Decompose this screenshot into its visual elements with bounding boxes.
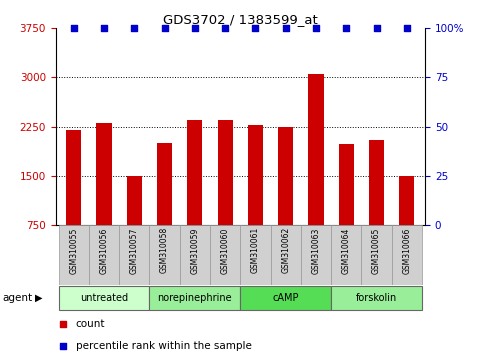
Bar: [180, 225, 210, 285]
Bar: [58, 225, 89, 285]
Point: [282, 25, 290, 31]
Point: [342, 25, 350, 31]
Bar: [392, 225, 422, 285]
Text: GSM310065: GSM310065: [372, 227, 381, 274]
Text: cAMP: cAMP: [272, 293, 299, 303]
Point: [130, 25, 138, 31]
Bar: [149, 286, 241, 310]
Bar: [241, 286, 331, 310]
Point: [191, 25, 199, 31]
Text: GSM310064: GSM310064: [342, 227, 351, 274]
Text: GSM310066: GSM310066: [402, 227, 412, 274]
Text: agent: agent: [2, 293, 32, 303]
Bar: [369, 139, 384, 225]
Bar: [89, 225, 119, 285]
Text: GSM310059: GSM310059: [190, 227, 199, 274]
Point: [221, 25, 229, 31]
Bar: [339, 144, 354, 225]
Bar: [127, 176, 142, 225]
Bar: [210, 225, 241, 285]
Text: GSM310063: GSM310063: [312, 227, 321, 274]
Text: untreated: untreated: [80, 293, 128, 303]
Bar: [58, 286, 149, 310]
Point: [312, 25, 320, 31]
Bar: [248, 125, 263, 225]
Text: GSM310060: GSM310060: [221, 227, 229, 274]
Text: norepinephrine: norepinephrine: [157, 293, 232, 303]
Bar: [119, 225, 149, 285]
Bar: [217, 120, 233, 225]
Bar: [331, 286, 422, 310]
Bar: [399, 176, 414, 225]
Bar: [187, 120, 202, 225]
Point: [70, 25, 78, 31]
Bar: [66, 130, 81, 225]
Point: [59, 343, 67, 348]
Bar: [301, 225, 331, 285]
Text: forskolin: forskolin: [356, 293, 397, 303]
Point: [161, 25, 169, 31]
Text: GSM310061: GSM310061: [251, 227, 260, 273]
Bar: [361, 225, 392, 285]
Bar: [270, 225, 301, 285]
Bar: [97, 123, 112, 225]
Bar: [157, 143, 172, 225]
Text: GSM310062: GSM310062: [281, 227, 290, 273]
Text: GSM310057: GSM310057: [130, 227, 139, 274]
Point: [373, 25, 381, 31]
Bar: [309, 74, 324, 225]
Text: percentile rank within the sample: percentile rank within the sample: [76, 341, 252, 350]
Text: GSM310056: GSM310056: [99, 227, 109, 274]
Title: GDS3702 / 1383599_at: GDS3702 / 1383599_at: [163, 13, 318, 26]
Text: GSM310058: GSM310058: [160, 227, 169, 273]
Bar: [278, 126, 293, 225]
Text: GSM310055: GSM310055: [69, 227, 78, 274]
Bar: [331, 225, 361, 285]
Bar: [149, 225, 180, 285]
Point: [59, 321, 67, 327]
Bar: [241, 225, 270, 285]
Point: [252, 25, 259, 31]
Point: [403, 25, 411, 31]
Text: ▶: ▶: [35, 293, 43, 303]
Text: count: count: [76, 319, 105, 329]
Point: [100, 25, 108, 31]
